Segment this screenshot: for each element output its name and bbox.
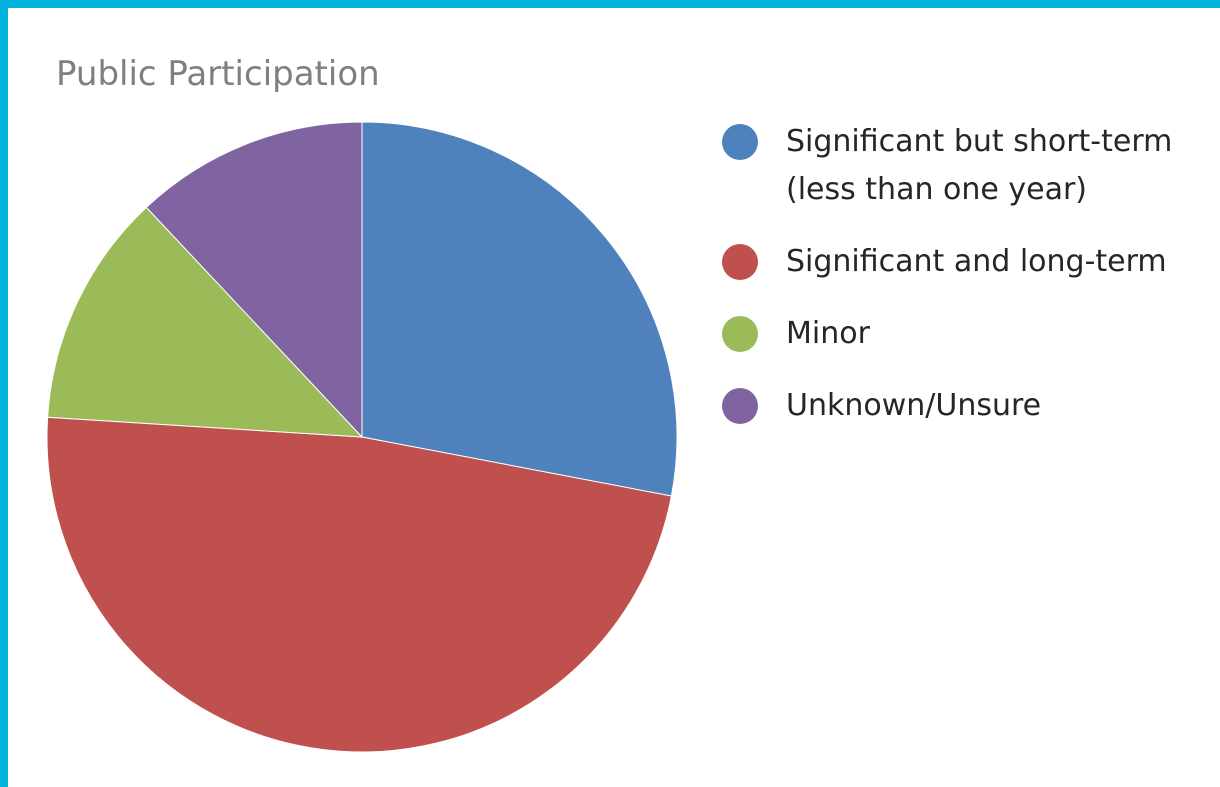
legend-label: Significant but short-term (less than on…: [786, 124, 1173, 207]
legend-swatch: [722, 316, 758, 352]
pie-slice: [145, 121, 363, 439]
legend-label: Minor: [786, 316, 870, 351]
legend-label: Significant and long-term: [786, 244, 1167, 279]
legend-swatch: [722, 388, 758, 424]
legend-item: Minor: [718, 310, 1206, 358]
legend-swatch: [722, 124, 758, 160]
legend-item: Significant and long-term: [718, 238, 1206, 286]
pie-slice: [47, 206, 364, 438]
legend-swatch: [722, 244, 758, 280]
pie-slice: [361, 121, 678, 497]
legend-item: Significant but short-term (less than on…: [718, 118, 1206, 214]
chart-title: Public Participation: [56, 54, 380, 94]
pie-slice: [46, 416, 673, 753]
legend-label: Unknown/Unsure: [786, 388, 1042, 423]
legend-item: Unknown/Unsure: [718, 382, 1206, 430]
legend: Significant but short-term (less than on…: [718, 118, 1218, 454]
